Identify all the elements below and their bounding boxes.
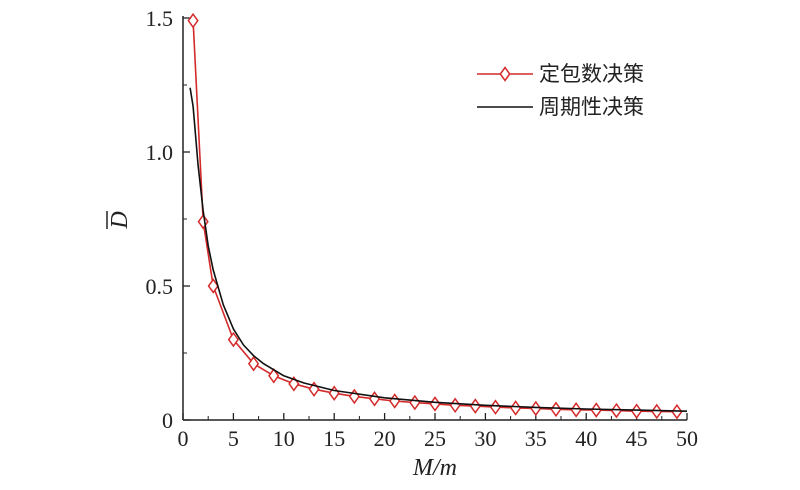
series-1-marker — [410, 396, 419, 409]
series-1-marker — [450, 399, 459, 412]
series-1-marker — [390, 394, 399, 407]
y-axis-label: D — [107, 211, 133, 229]
series-1-marker — [511, 401, 520, 414]
series-1-marker — [612, 404, 621, 417]
series-line-2 — [190, 88, 687, 412]
x-tick-label: 15 — [323, 426, 345, 451]
legend-label-2: 周期性决策 — [539, 95, 644, 119]
x-axis-label: M/m — [412, 455, 457, 481]
x-tick-label: 0 — [178, 426, 189, 451]
y-tick-label: 0 — [162, 408, 173, 433]
series-1-marker — [188, 14, 197, 27]
series-1-marker — [531, 402, 540, 415]
x-tick-label: 25 — [424, 426, 446, 451]
series-1-marker — [571, 403, 580, 416]
series-1-marker — [430, 397, 439, 410]
y-tick-label: 0.5 — [146, 274, 174, 299]
series-1-marker — [330, 387, 339, 400]
x-tick-label: 5 — [228, 426, 239, 451]
legend-marker-1 — [500, 68, 509, 81]
x-tick-label: 45 — [626, 426, 648, 451]
x-tick-label: 35 — [525, 426, 547, 451]
legend-label-1: 定包数决策 — [539, 62, 644, 86]
series-1-marker — [652, 405, 661, 418]
x-tick-label: 20 — [374, 426, 396, 451]
series-1-marker — [471, 400, 480, 413]
series-1-marker — [350, 390, 359, 403]
series-1-marker — [632, 405, 641, 418]
series-1-marker — [551, 403, 560, 416]
x-tick-label: 30 — [474, 426, 496, 451]
series-1-marker — [370, 392, 379, 405]
y-tick-label: 1.5 — [146, 6, 174, 31]
y-axis-label-group: D — [107, 211, 133, 230]
x-tick-label: 50 — [676, 426, 698, 451]
x-tick-label: 40 — [575, 426, 597, 451]
x-tick-label: 10 — [273, 426, 295, 451]
series-1-marker — [198, 215, 207, 228]
y-tick-label: 1.0 — [146, 140, 174, 165]
series-1-marker — [491, 401, 500, 414]
